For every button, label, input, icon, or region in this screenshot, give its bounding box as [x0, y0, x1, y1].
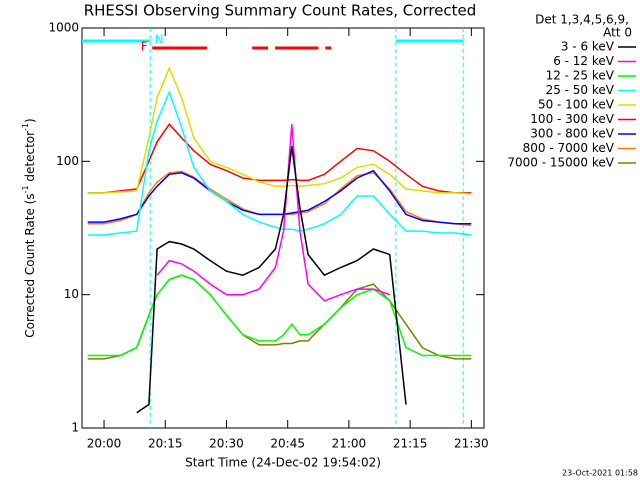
series-line [87, 122, 472, 194]
legend-label: 7000 - 15000 keV [507, 156, 614, 170]
y-tick-label: 1000 [48, 21, 79, 35]
x-tick-label: 20:45 [270, 437, 305, 451]
series-line [136, 146, 407, 414]
legend-label: 25 - 50 keV [546, 83, 615, 97]
legend-label: 6 - 12 keV [553, 54, 615, 68]
legend-label: 3 - 6 keV [561, 40, 615, 54]
y-tick-label: 100 [56, 154, 79, 168]
legend-label: 300 - 800 keV [530, 127, 614, 141]
x-tick-label: 21:15 [393, 437, 428, 451]
legend-header: Det 1,3,4,5,6,9, [535, 13, 629, 27]
timestamp: 23-Oct-2021 01:58 [562, 469, 638, 478]
plot-frame [81, 27, 485, 429]
series-line [87, 169, 472, 225]
night-label: N [155, 33, 164, 47]
y-axis-label: Corrected Count Rate (s-1 detector-1) [21, 118, 37, 337]
series-line [87, 274, 472, 360]
chart-title: RHESSI Observing Summary Count Rates, Co… [84, 2, 477, 20]
series-line [156, 124, 390, 302]
legend-label: 50 - 100 keV [538, 98, 615, 112]
x-tick-label: 20:30 [209, 437, 244, 451]
y-tick-label: 1 [71, 421, 79, 435]
x-axis-label: Start Time (24-Dec-02 19:54:02) [185, 456, 381, 470]
x-tick-label: 20:15 [148, 437, 183, 451]
x-tick-label: 20:00 [87, 437, 122, 451]
x-tick-label: 21:30 [454, 437, 489, 451]
legend-label: 100 - 300 keV [530, 112, 614, 126]
series-line [87, 90, 472, 236]
y-tick-label: 10 [64, 287, 79, 301]
legend-label: 800 - 7000 keV [523, 141, 615, 155]
x-tick-label: 21:00 [332, 437, 367, 451]
series-line [87, 66, 472, 195]
legend-label: 12 - 25 keV [546, 69, 615, 83]
flare-label: F [141, 40, 148, 54]
legend-header: Att 0 [603, 26, 632, 40]
